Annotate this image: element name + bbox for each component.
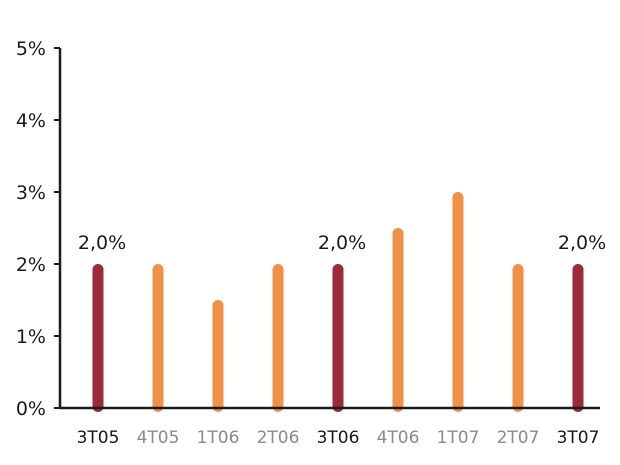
y-axis-ticks: 0% 1% 2% 3% 4% 5%: [16, 38, 60, 420]
bar-1t07: [452, 192, 464, 412]
bar-4t06: [392, 228, 404, 412]
x-tick-label: 1T07: [437, 428, 480, 448]
x-tick-label: 2T07: [497, 428, 540, 448]
y-tick-label: 2%: [16, 254, 46, 276]
x-tick-label: 4T05: [137, 428, 180, 448]
bar-2t07: [512, 264, 524, 412]
bar-4t05: [152, 264, 164, 412]
bar-2t06: [272, 264, 284, 412]
x-tick-label: 4T06: [377, 428, 420, 448]
y-tick-label: 3%: [16, 182, 46, 204]
y-tick-label: 0%: [16, 398, 46, 420]
x-tick-label: 3T05: [77, 428, 120, 448]
bar-3t07: [572, 264, 584, 412]
bar-3t06: [332, 264, 344, 412]
y-tick-label: 1%: [16, 326, 46, 348]
data-label: 2,0%: [558, 232, 606, 254]
y-tick-label: 4%: [16, 110, 46, 132]
data-label: 2,0%: [318, 232, 366, 254]
bars: [92, 192, 584, 412]
data-labels: 2,0% 2,0% 2,0%: [78, 232, 606, 254]
bar-3t05: [92, 264, 104, 412]
x-tick-label: 2T06: [257, 428, 300, 448]
bar-1t06: [212, 300, 224, 412]
x-tick-label: 3T06: [317, 428, 360, 448]
y-tick-label: 5%: [16, 38, 46, 60]
data-label: 2,0%: [78, 232, 126, 254]
x-axis-labels: 3T05 4T05 1T06 2T06 3T06 4T06 1T07 2T07 3T07: [77, 428, 600, 448]
x-tick-label: 3T07: [557, 428, 600, 448]
x-tick-label: 1T06: [197, 428, 240, 448]
